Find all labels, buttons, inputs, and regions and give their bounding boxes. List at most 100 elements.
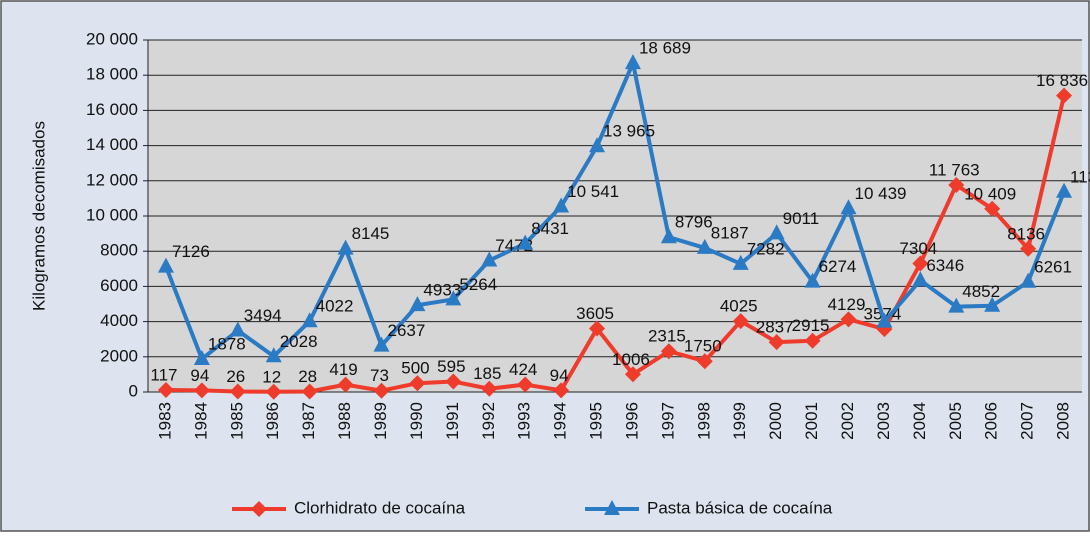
data-label: 8187 <box>711 223 749 242</box>
data-label: 2637 <box>388 321 426 340</box>
point <box>553 197 570 213</box>
x-tick-label: 1991 <box>443 402 462 440</box>
point <box>876 312 893 328</box>
x-tick-label: 2004 <box>910 402 929 440</box>
x-tick-label: 2005 <box>946 402 965 440</box>
data-label: 18 689 <box>639 39 691 58</box>
data-label: 11 763 <box>929 160 980 179</box>
data-label: 8431 <box>531 219 569 238</box>
point <box>1056 87 1073 104</box>
data-label: 7282 <box>747 239 785 258</box>
data-label: 7304 <box>899 239 937 258</box>
point <box>337 376 354 393</box>
point <box>517 234 534 250</box>
x-tick-label: 1999 <box>730 402 749 440</box>
point <box>768 334 785 351</box>
data-label: 10 439 <box>855 184 907 203</box>
point <box>1056 182 1073 198</box>
data-label: 419 <box>329 360 357 379</box>
point <box>373 336 390 352</box>
y-tick-label: 18 000 <box>86 65 138 84</box>
point <box>624 54 641 70</box>
point <box>660 228 677 244</box>
point <box>768 224 785 240</box>
point <box>804 332 821 349</box>
x-tick-label: 2000 <box>766 402 785 440</box>
data-label: 3605 <box>576 304 614 323</box>
point <box>912 255 929 272</box>
data-label: 28 <box>298 367 317 386</box>
y-axis-title: Kilogramos decomisados <box>29 121 48 311</box>
data-label: 424 <box>509 360 537 379</box>
x-tick-label: 2008 <box>1054 402 1073 440</box>
x-tick-label: 2002 <box>838 402 857 440</box>
point <box>517 376 534 393</box>
x-tick-label: 1988 <box>335 402 354 440</box>
data-label: 185 <box>473 364 501 383</box>
point <box>732 313 749 330</box>
point <box>301 312 318 328</box>
point <box>624 366 641 383</box>
data-label: 2028 <box>280 332 318 351</box>
point <box>265 383 282 400</box>
x-tick-label: 1995 <box>587 402 606 440</box>
point <box>409 375 426 392</box>
data-label: 11375 <box>1070 167 1090 186</box>
point <box>804 272 821 288</box>
legend-label: Clorhidrato de cocaína <box>294 498 466 517</box>
y-tick-label: 16 000 <box>86 100 138 119</box>
legend-marker <box>604 500 620 515</box>
data-label: 2915 <box>792 316 830 335</box>
point <box>193 382 210 399</box>
data-label: 595 <box>437 357 465 376</box>
point <box>840 199 857 215</box>
point <box>696 238 713 254</box>
x-tick-label: 1983 <box>155 402 174 440</box>
x-tick-label: 1998 <box>694 402 713 440</box>
data-label: 1006 <box>612 350 650 369</box>
data-label: 13 965 <box>603 122 655 141</box>
data-label: 26 <box>226 367 245 386</box>
point <box>589 320 606 337</box>
point <box>265 347 282 363</box>
x-tick-label: 1997 <box>658 402 677 440</box>
y-tick-label: 4000 <box>100 311 138 330</box>
data-label: 94 <box>190 366 209 385</box>
y-tick-label: 0 <box>129 381 138 400</box>
x-tick-label: 2003 <box>874 402 893 440</box>
series-line <box>164 61 1066 361</box>
data-label: 6346 <box>926 256 964 275</box>
data-label: 8145 <box>352 224 390 243</box>
point <box>1020 240 1037 257</box>
data-label: 16 836 <box>1036 71 1088 90</box>
data-label: 4022 <box>316 297 354 316</box>
data-label: 4129 <box>828 295 866 314</box>
point <box>445 290 462 306</box>
data-label: 8796 <box>675 213 713 232</box>
point <box>193 349 210 365</box>
point <box>157 257 174 273</box>
data-label: 9011 <box>783 209 820 228</box>
point <box>229 321 246 337</box>
data-label: 1878 <box>208 334 246 353</box>
point <box>840 311 857 328</box>
point <box>948 176 965 193</box>
data-label: 5264 <box>459 275 497 294</box>
point <box>553 382 570 399</box>
point <box>984 200 1001 217</box>
data-label: 500 <box>401 359 429 378</box>
data-label: 10 541 <box>567 182 619 201</box>
point <box>948 297 965 313</box>
x-tick-label: 1990 <box>407 402 426 440</box>
data-label: 12 <box>262 367 281 386</box>
x-tick-label: 1993 <box>515 402 534 440</box>
x-tick-label: 1985 <box>227 402 246 440</box>
data-label: 94 <box>550 366 569 385</box>
point <box>696 353 713 370</box>
y-tick-label: 8000 <box>100 241 138 260</box>
point <box>589 137 606 153</box>
y-tick-label: 10 000 <box>86 205 138 224</box>
x-tick-label: 1989 <box>371 402 390 440</box>
point <box>373 382 390 399</box>
